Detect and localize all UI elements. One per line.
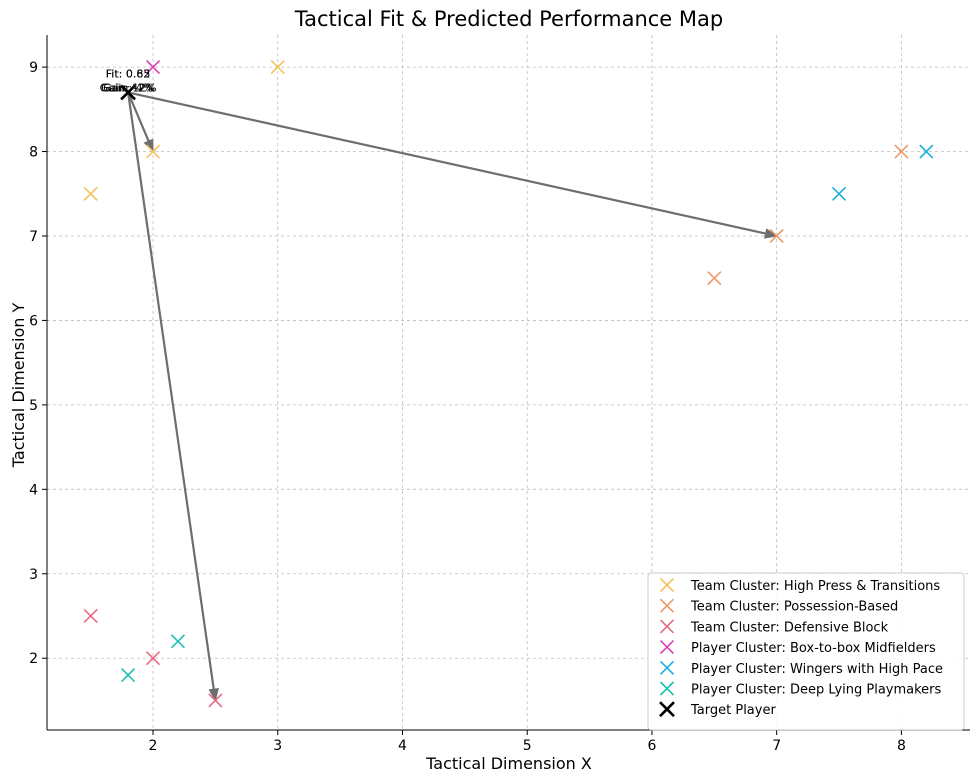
- legend-label: Team Cluster: High Press & Transitions: [690, 579, 940, 594]
- data-point: [707, 271, 722, 286]
- data-point: [831, 186, 847, 201]
- marker-stroke: [659, 577, 675, 593]
- marker-stroke: [659, 598, 675, 613]
- marker-stroke: [208, 693, 223, 708]
- x-axis-label: Tactical Dimension X: [425, 754, 592, 773]
- arrow: [127, 91, 778, 239]
- marker-stroke: [120, 84, 136, 101]
- y-tick-label: 8: [29, 145, 38, 161]
- y-tick-label: 9: [29, 60, 38, 76]
- gain-annotation: Gain: 4%: [103, 81, 153, 94]
- data-point: [145, 651, 161, 666]
- marker-stroke: [170, 634, 186, 649]
- data-point: [145, 144, 161, 159]
- data-point: [270, 60, 285, 75]
- data-point: [919, 144, 934, 159]
- legend-label: Team Cluster: Defensive Block: [690, 620, 889, 635]
- y-axis-label: Tactical Dimension Y: [9, 303, 28, 469]
- x-tick-label: 7: [772, 738, 781, 754]
- x-tick-label: 6: [647, 738, 656, 754]
- legend-label: Player Cluster: Box-to-box Midfielders: [691, 641, 936, 656]
- gain-annotation: Gain: 12%: [100, 81, 157, 94]
- x-tick-label: 3: [273, 738, 282, 754]
- arrow: [127, 91, 155, 153]
- marker-stroke: [659, 640, 675, 655]
- x-tick-label: 2: [149, 738, 158, 754]
- chart-title: Tactical Fit & Predicted Performance Map: [294, 7, 723, 31]
- marker-stroke: [659, 701, 675, 718]
- fit-annotation: Fit: 0.85: [106, 67, 151, 80]
- legend-marker: [659, 598, 675, 613]
- legend-label: Player Cluster: Deep Lying Playmakers: [691, 683, 942, 698]
- arrow: [126, 92, 219, 702]
- marker-stroke: [145, 60, 161, 75]
- marker-stroke: [894, 144, 909, 159]
- x-tick-label: 4: [398, 738, 407, 754]
- data-point: [83, 186, 98, 201]
- data-point: [208, 693, 223, 708]
- legend-marker: [659, 577, 675, 593]
- tick-labels: 2 3 4 5 6 7 8 2 3 4 5 6 7 8 9: [29, 60, 906, 754]
- x-tick-label: 5: [523, 738, 532, 754]
- data-point: [894, 144, 909, 159]
- data-point: [170, 634, 186, 649]
- data-point: [121, 668, 136, 683]
- marker-stroke: [83, 608, 98, 624]
- y-tick-label: 4: [29, 482, 38, 498]
- legend-marker: [659, 701, 675, 718]
- target-player-point: [120, 84, 136, 101]
- marker-stroke: [270, 60, 285, 75]
- legend-marker: [659, 640, 675, 655]
- legend-marker: [659, 681, 675, 696]
- marker-stroke: [659, 660, 675, 675]
- y-tick-label: 7: [29, 229, 38, 245]
- y-tick-label: 2: [29, 651, 38, 667]
- marker-stroke: [83, 186, 98, 201]
- marker-stroke: [121, 668, 136, 683]
- marker-stroke: [659, 681, 675, 696]
- y-tick-label: 3: [29, 567, 38, 583]
- y-tick-label: 6: [29, 313, 38, 329]
- legend-label: Team Cluster: Possession-Based: [690, 600, 898, 615]
- legend-marker: [659, 660, 675, 675]
- marker-stroke: [659, 619, 675, 634]
- legend-frame: [647, 572, 965, 731]
- data-point: [769, 228, 784, 244]
- y-tick-label: 5: [29, 398, 38, 414]
- marker-stroke: [919, 144, 934, 159]
- marker-stroke: [769, 228, 784, 244]
- data-point: [145, 60, 161, 75]
- fit-annotation: Fit: 0.62: [106, 67, 151, 80]
- data-point: [83, 608, 98, 624]
- marker-stroke: [145, 144, 161, 159]
- marker-stroke: [145, 651, 161, 666]
- marker-stroke: [831, 186, 847, 201]
- legend-label: Target Player: [690, 703, 776, 718]
- legend-label: Player Cluster: Wingers with High Pace: [691, 662, 943, 677]
- legend-marker: [659, 619, 675, 634]
- data-points: [83, 60, 934, 708]
- x-tick-label: 8: [897, 738, 906, 754]
- legend: Team Cluster: High Press & Transitions Te…: [647, 572, 965, 731]
- arrows: [126, 91, 778, 702]
- marker-stroke: [707, 271, 722, 286]
- gain-annotation: Gain: -2%: [101, 81, 155, 94]
